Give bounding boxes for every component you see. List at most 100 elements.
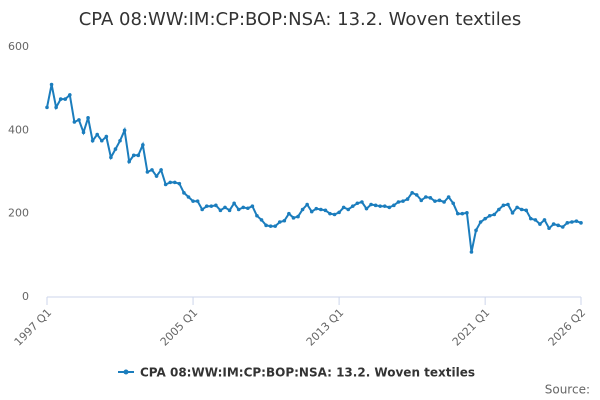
point — [378, 204, 382, 208]
point — [442, 200, 446, 204]
point — [218, 208, 223, 213]
point — [369, 202, 373, 207]
point — [446, 195, 451, 199]
point — [396, 200, 401, 204]
point — [118, 138, 122, 143]
point — [364, 206, 369, 211]
source: Source: — [545, 383, 590, 397]
point — [332, 212, 337, 217]
point — [410, 191, 414, 195]
point — [195, 199, 200, 203]
point — [474, 228, 478, 233]
point — [414, 193, 419, 197]
point — [63, 97, 68, 101]
point — [246, 206, 250, 211]
point — [58, 97, 63, 101]
point — [77, 118, 81, 122]
point — [506, 202, 510, 207]
point — [570, 220, 574, 224]
point — [296, 214, 300, 219]
point — [95, 132, 100, 137]
point — [81, 130, 86, 135]
point — [250, 204, 255, 208]
point — [86, 116, 90, 120]
point — [159, 168, 163, 172]
point — [574, 219, 579, 223]
point — [538, 222, 542, 226]
point — [241, 205, 246, 210]
point — [90, 138, 95, 143]
point — [109, 155, 113, 160]
point — [214, 203, 218, 208]
point — [373, 203, 378, 208]
point — [168, 180, 173, 185]
point — [154, 174, 159, 178]
point — [405, 197, 410, 201]
point — [255, 213, 259, 218]
point — [204, 204, 209, 208]
point — [223, 205, 227, 210]
point — [560, 225, 565, 229]
point — [287, 211, 291, 216]
point — [273, 224, 278, 228]
point — [437, 198, 442, 203]
point — [104, 134, 109, 139]
point — [68, 93, 72, 97]
legend-marker — [123, 369, 129, 375]
point — [314, 206, 319, 211]
point — [465, 211, 469, 215]
point — [542, 218, 547, 222]
point — [350, 204, 355, 208]
point — [419, 198, 424, 203]
point — [346, 207, 351, 212]
point — [200, 207, 204, 212]
point — [99, 138, 104, 143]
point — [533, 218, 538, 222]
point — [579, 221, 583, 225]
point — [163, 182, 168, 187]
point — [54, 105, 58, 110]
point — [382, 204, 387, 208]
point — [45, 105, 49, 110]
point — [127, 159, 131, 164]
point — [209, 204, 214, 208]
y-tick-label: 200 — [8, 207, 29, 220]
point — [492, 212, 497, 217]
y-tick-label: 0 — [22, 290, 29, 303]
point — [236, 207, 241, 212]
point — [328, 211, 332, 216]
point — [547, 226, 551, 231]
point — [565, 221, 570, 225]
point — [460, 211, 465, 216]
point — [387, 205, 392, 210]
point — [264, 223, 268, 228]
point — [282, 218, 287, 223]
x-tick-label: 2005 Q1 — [158, 306, 201, 349]
point — [487, 213, 492, 218]
x-tick-label: 2021 Q1 — [450, 306, 493, 349]
point — [259, 218, 264, 222]
point — [524, 208, 529, 213]
point — [113, 147, 118, 151]
point — [392, 203, 396, 208]
point — [483, 216, 487, 221]
chart-title: CPA 08:WW:IM:CP:BOP:NSA: 13.2. Woven tex… — [79, 9, 522, 30]
point — [497, 207, 501, 212]
series-line — [46, 84, 582, 253]
point — [182, 191, 186, 195]
point — [131, 153, 136, 158]
point — [141, 143, 145, 147]
y-tick-label: 400 — [8, 123, 29, 136]
point — [191, 199, 195, 203]
point — [469, 250, 474, 254]
point — [515, 205, 519, 210]
point — [277, 220, 282, 224]
point — [291, 216, 296, 220]
point — [424, 195, 428, 199]
point — [551, 222, 556, 226]
point — [232, 201, 236, 206]
point — [305, 202, 309, 207]
point — [455, 211, 460, 216]
point — [136, 153, 141, 158]
